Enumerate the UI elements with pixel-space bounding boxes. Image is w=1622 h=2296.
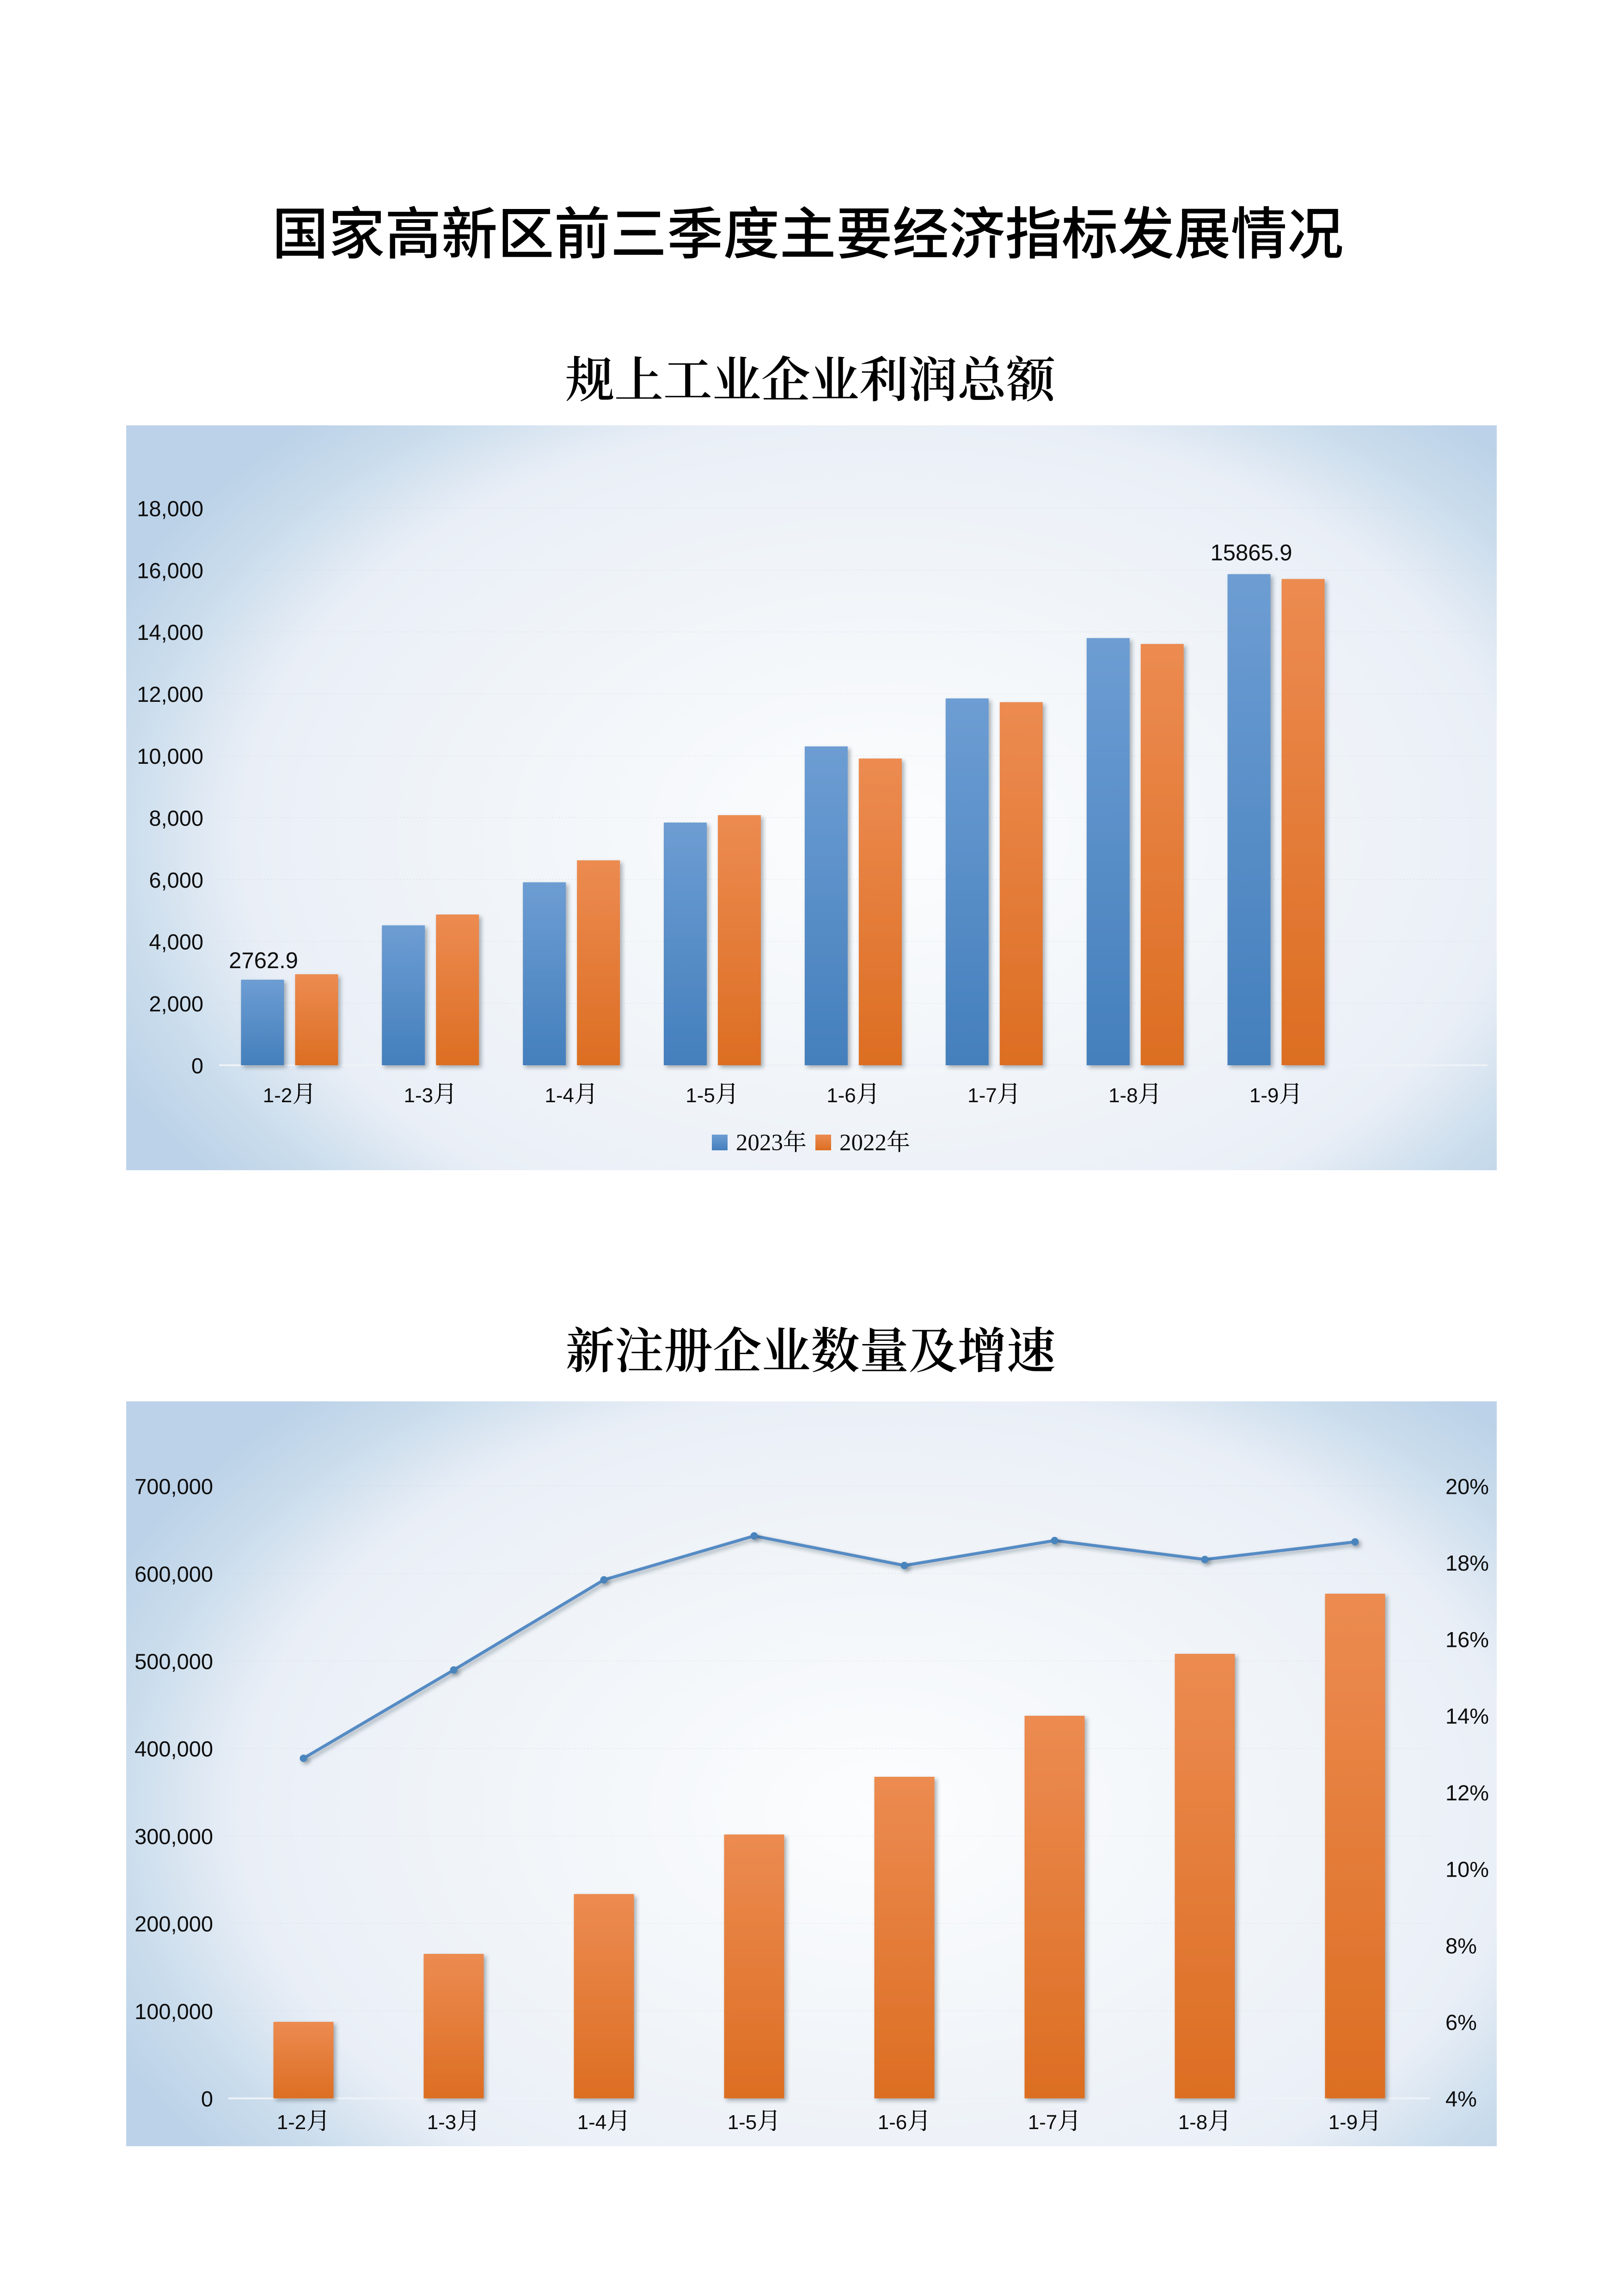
svg-text:1-9: 1-9 [1249,1084,1279,1107]
svg-text:1-6: 1-6 [826,1084,856,1107]
svg-text:2023: 2023 [736,1130,783,1156]
svg-text:600,000: 600,000 [135,1562,213,1586]
svg-text:10%: 10% [1445,1857,1489,1881]
svg-text:200,000: 200,000 [135,1912,213,1936]
svg-text:0: 0 [201,2087,213,2111]
svg-text:1-3: 1-3 [427,2111,457,2134]
svg-text:1-6: 1-6 [878,2111,907,2134]
svg-text:1-2: 1-2 [263,1084,293,1107]
svg-text:1-4: 1-4 [545,1084,574,1107]
svg-text:0: 0 [191,1054,203,1078]
svg-text:6%: 6% [1445,2010,1477,2034]
svg-text:16%: 16% [1445,1627,1489,1652]
svg-text:12,000: 12,000 [137,682,203,706]
svg-text:1-8: 1-8 [1108,1084,1138,1107]
svg-text:14,000: 14,000 [137,620,203,645]
svg-text:8,000: 8,000 [149,806,203,830]
svg-text:2,000: 2,000 [149,992,203,1016]
svg-text:1-3: 1-3 [404,1084,434,1107]
svg-text:1-5: 1-5 [728,2111,757,2134]
svg-text:20%: 20% [1445,1474,1489,1499]
svg-text:1-9: 1-9 [1328,2111,1358,2134]
svg-text:4%: 4% [1445,2087,1477,2111]
svg-text:1-7: 1-7 [967,1084,997,1107]
svg-text:8%: 8% [1445,1934,1477,1958]
svg-text:300,000: 300,000 [135,1824,213,1848]
svg-text:4,000: 4,000 [149,930,203,954]
svg-text:1-7: 1-7 [1028,2111,1058,2134]
svg-text:15865.9: 15865.9 [1210,540,1292,565]
svg-text:500,000: 500,000 [135,1649,213,1674]
svg-text:2762.9: 2762.9 [229,948,298,973]
svg-text:400,000: 400,000 [135,1737,213,1761]
svg-text:18,000: 18,000 [137,496,203,521]
svg-text:14%: 14% [1445,1704,1489,1728]
svg-text:18%: 18% [1445,1551,1489,1575]
svg-text:100,000: 100,000 [135,1999,213,2024]
svg-text:700,000: 700,000 [135,1474,213,1499]
svg-text:1-5: 1-5 [686,1084,715,1107]
svg-text:1-4: 1-4 [577,2111,607,2134]
svg-text:6,000: 6,000 [149,868,203,892]
svg-text:1-8: 1-8 [1178,2111,1208,2134]
svg-text:1-2: 1-2 [277,2111,306,2134]
svg-text:16,000: 16,000 [137,558,203,583]
svg-text:12%: 12% [1445,1780,1489,1805]
svg-text:10,000: 10,000 [137,744,203,768]
svg-text:2022: 2022 [839,1130,887,1156]
